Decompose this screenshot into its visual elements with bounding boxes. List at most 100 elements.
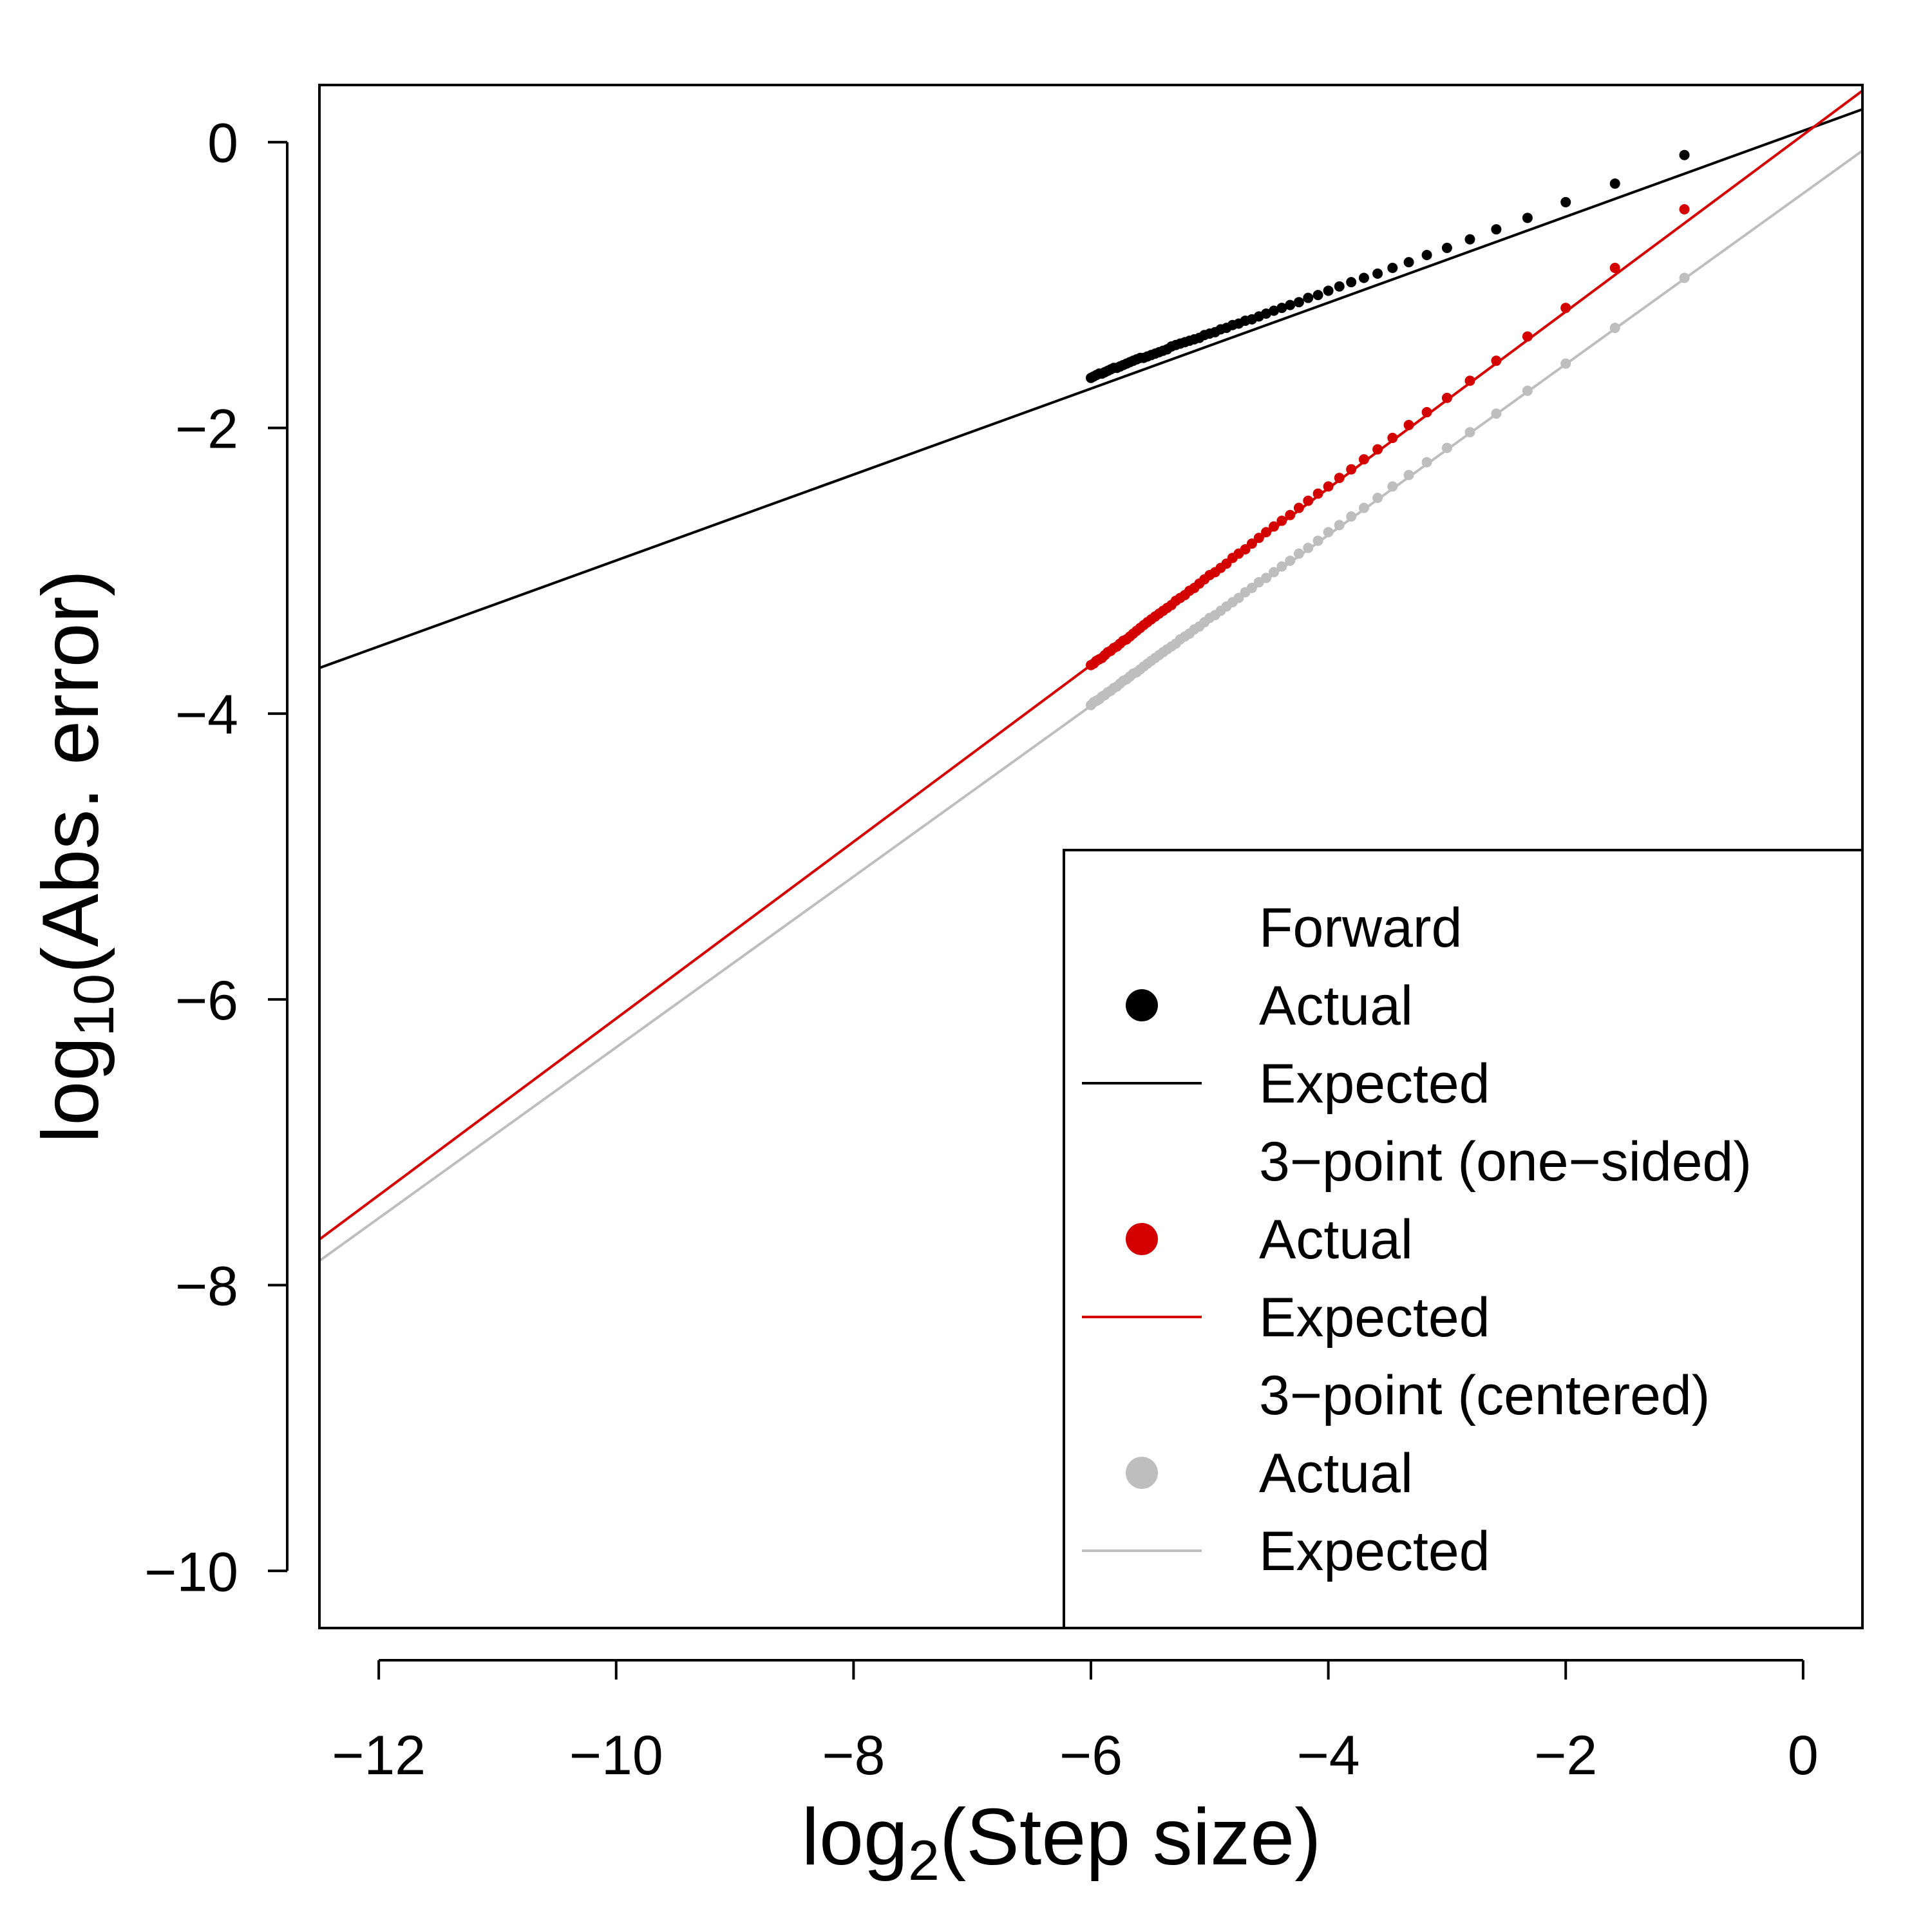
data-point-0	[1387, 262, 1398, 273]
data-point-0	[1522, 213, 1533, 223]
y-tick-label: −6	[175, 970, 238, 1032]
x-tick-label: −4	[1297, 1725, 1360, 1786]
legend-expected-label: Expected	[1259, 1053, 1490, 1115]
legend-group-title: 3−point (centered)	[1259, 1365, 1710, 1426]
data-point-2	[1253, 577, 1264, 588]
y-axis: 0 −2 −4 −6 −8 −10	[144, 113, 289, 1603]
data-point-0	[1293, 297, 1304, 308]
data-point-0	[1609, 178, 1620, 189]
data-point-2	[1441, 442, 1452, 453]
x-axis-label-text: (Step size)	[940, 1793, 1321, 1882]
data-point-1	[1491, 355, 1502, 366]
data-point-2	[1269, 567, 1280, 578]
data-point-1	[1312, 488, 1323, 499]
data-point-2	[1560, 358, 1571, 369]
data-point-2	[1679, 272, 1690, 283]
x-axis: −12 −10 −8 −6 −4 −2 0	[332, 1659, 1819, 1786]
data-point-2	[1421, 457, 1432, 468]
data-point-1	[1293, 502, 1304, 513]
data-point-0	[1560, 196, 1571, 207]
data-point-0	[1312, 290, 1323, 301]
data-point-1	[1323, 481, 1334, 492]
data-point-0	[1086, 372, 1096, 383]
data-point-1	[1679, 204, 1690, 215]
data-point-1	[1285, 509, 1296, 520]
data-point-0	[1491, 224, 1502, 235]
data-point-2	[1312, 535, 1323, 546]
data-point-2	[1387, 481, 1398, 492]
legend-actual-label: Actual	[1259, 975, 1413, 1037]
x-tick-label: −8	[822, 1725, 885, 1786]
data-point-1	[1276, 515, 1287, 526]
y-tick-label: −2	[175, 398, 238, 460]
y-tick-label: −10	[144, 1541, 238, 1603]
y-axis-label-base: 10	[62, 974, 126, 1037]
data-point-0	[1372, 268, 1383, 279]
data-point-0	[1303, 292, 1314, 303]
data-point-2	[1609, 323, 1620, 334]
data-point-2	[1464, 427, 1475, 438]
data-point-0	[1358, 272, 1369, 283]
legend-actual-label: Actual	[1259, 1209, 1413, 1271]
legend-expected-label: Expected	[1259, 1520, 1490, 1582]
y-axis-label-log: log	[26, 1037, 115, 1143]
y-tick-label: −4	[175, 684, 238, 746]
data-point-2	[1276, 561, 1287, 572]
data-point-1	[1334, 473, 1345, 484]
data-point-1	[1421, 407, 1432, 418]
data-point-1	[1522, 331, 1533, 342]
data-point-1	[1261, 527, 1272, 538]
y-tick-label: −8	[175, 1256, 238, 1318]
data-point-2	[1334, 520, 1345, 531]
data-point-1	[1441, 392, 1452, 403]
legend: Forward Actual Expected 3−point (one−sided)…	[1063, 849, 1864, 1629]
data-point-0	[1285, 299, 1296, 310]
x-tick-label: −2	[1534, 1725, 1597, 1786]
x-axis-label: log2(Step size)	[801, 1793, 1321, 1892]
x-tick-label: −6	[1059, 1725, 1122, 1786]
data-point-1	[1253, 533, 1264, 544]
data-point-2	[1293, 548, 1304, 559]
x-tick-label: −10	[569, 1725, 663, 1786]
data-point-0	[1441, 242, 1452, 253]
expected-line-0	[319, 108, 1862, 670]
x-axis-label-log: log	[801, 1793, 907, 1882]
x-tick-label: −12	[332, 1725, 426, 1786]
data-point-1	[1269, 521, 1280, 532]
data-point-2	[1358, 502, 1369, 513]
legend-group-title: Forward	[1259, 897, 1462, 959]
legend-box	[1063, 849, 1864, 1629]
x-axis-label-base: 2	[908, 1828, 940, 1892]
data-point-1	[1403, 420, 1414, 431]
data-point-2	[1346, 511, 1357, 522]
data-point-1	[1609, 262, 1620, 273]
data-point-2	[1086, 699, 1096, 710]
data-point-2	[1372, 493, 1383, 504]
data-point-1	[1358, 454, 1369, 465]
y-tick-label: 0	[207, 113, 238, 175]
legend-actual-label: Actual	[1259, 1443, 1413, 1504]
data-point-2	[1491, 408, 1502, 419]
data-point-2	[1285, 555, 1296, 566]
data-point-1	[1464, 375, 1475, 386]
y-axis-label-text: (Abs. error)	[26, 570, 115, 974]
data-point-0	[1464, 234, 1475, 245]
actual-points	[1086, 149, 1690, 710]
data-point-1	[1387, 432, 1398, 443]
data-point-2	[1303, 542, 1314, 553]
data-point-0	[1323, 285, 1334, 296]
data-point-0	[1334, 281, 1345, 292]
data-point-1	[1086, 659, 1096, 670]
data-point-0	[1421, 250, 1432, 261]
legend-group-title: 3−point (one−sided)	[1259, 1131, 1752, 1193]
legend-point-marker	[1126, 1457, 1158, 1489]
data-point-1	[1372, 444, 1383, 455]
legend-expected-label: Expected	[1259, 1287, 1490, 1349]
data-point-0	[1346, 277, 1357, 288]
data-point-0	[1679, 149, 1690, 160]
data-point-1	[1346, 464, 1357, 475]
data-point-2	[1403, 469, 1414, 480]
legend-point-marker	[1126, 989, 1158, 1021]
y-axis-label: log10(Abs. error)	[26, 570, 126, 1143]
